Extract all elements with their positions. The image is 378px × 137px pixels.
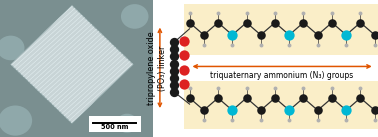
Point: [215, 22, 221, 24]
Point: [372, 43, 378, 46]
Point: [215, 12, 221, 14]
Point: [329, 87, 335, 89]
Point: [343, 119, 349, 121]
Point: [215, 97, 221, 99]
Point: [171, 48, 177, 50]
Point: [372, 109, 378, 111]
Text: 500 nm: 500 nm: [101, 124, 129, 130]
Point: [171, 91, 177, 93]
Point: [243, 87, 249, 89]
Point: [258, 119, 264, 121]
Point: [286, 43, 292, 46]
Point: [171, 63, 177, 65]
Point: [272, 12, 278, 14]
Point: [181, 69, 187, 71]
Point: [301, 87, 307, 89]
Point: [286, 119, 292, 121]
Point: [343, 34, 349, 36]
Point: [201, 43, 207, 46]
Point: [229, 119, 235, 121]
Point: [181, 40, 187, 42]
Bar: [184, 81, 378, 129]
Point: [229, 43, 235, 46]
Point: [357, 12, 363, 14]
Point: [329, 12, 335, 14]
Polygon shape: [11, 5, 133, 123]
Point: [329, 22, 335, 24]
Point: [301, 12, 307, 14]
Bar: [89, 116, 141, 132]
Point: [301, 97, 307, 99]
Point: [186, 22, 192, 24]
Point: [372, 34, 378, 36]
Point: [314, 119, 321, 121]
Point: [201, 119, 207, 121]
Point: [201, 109, 207, 111]
Text: triquaternary ammonium (N₃) groups: triquaternary ammonium (N₃) groups: [211, 71, 354, 80]
Bar: [184, 4, 378, 55]
Point: [314, 43, 321, 46]
Point: [286, 109, 292, 111]
Point: [243, 12, 249, 14]
Point: [343, 109, 349, 111]
Point: [186, 97, 192, 99]
Point: [258, 109, 264, 111]
Point: [229, 34, 235, 36]
Point: [301, 22, 307, 24]
Circle shape: [116, 114, 138, 133]
Text: tripropylene oxide
(PO₃) linker: tripropylene oxide (PO₃) linker: [147, 31, 167, 105]
Point: [186, 12, 192, 14]
Point: [343, 43, 349, 46]
Point: [329, 97, 335, 99]
Circle shape: [0, 105, 32, 136]
Point: [372, 119, 378, 121]
Point: [314, 34, 321, 36]
Point: [171, 84, 177, 86]
Point: [272, 22, 278, 24]
Point: [357, 97, 363, 99]
Point: [258, 34, 264, 36]
Point: [357, 87, 363, 89]
Point: [357, 22, 363, 24]
Point: [171, 77, 177, 79]
Point: [181, 54, 187, 57]
Circle shape: [121, 4, 149, 29]
Point: [171, 70, 177, 72]
Point: [243, 97, 249, 99]
Point: [243, 22, 249, 24]
Point: [171, 55, 177, 57]
Point: [215, 87, 221, 89]
Point: [229, 109, 235, 111]
Point: [201, 34, 207, 36]
Point: [272, 87, 278, 89]
Circle shape: [0, 36, 25, 60]
Point: [258, 43, 264, 46]
Point: [171, 41, 177, 44]
Point: [314, 109, 321, 111]
Point: [286, 34, 292, 36]
Point: [181, 83, 187, 85]
Point: [272, 97, 278, 99]
Point: [186, 87, 192, 89]
